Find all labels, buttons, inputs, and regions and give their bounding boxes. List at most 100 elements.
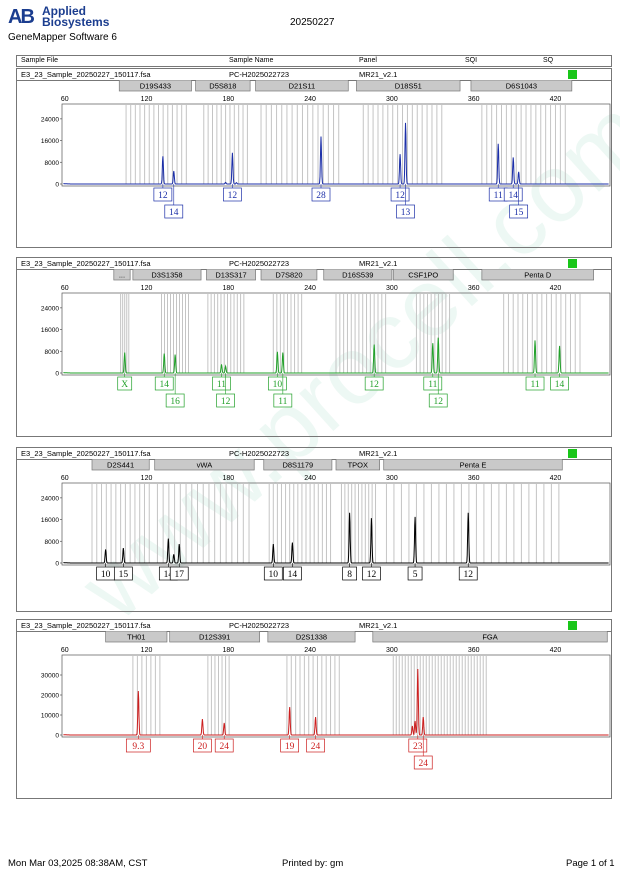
col-panel: Panel — [359, 57, 377, 64]
allele-label: 5 — [413, 570, 418, 580]
locus-box — [335, 459, 380, 471]
allele-call: 14 — [164, 184, 184, 219]
locus-label: D5S818 — [195, 80, 251, 92]
y-tick-label: 16000 — [41, 327, 59, 334]
x-tick-label: 120 — [141, 96, 153, 103]
locus-name: CSF1PO — [408, 271, 438, 280]
allele-call: 12 — [458, 563, 478, 581]
locus-box — [206, 269, 256, 281]
sample-name: PC-H2025022723 — [229, 259, 290, 268]
y-tick-label: 16000 — [41, 138, 59, 145]
locus-label: ... — [113, 269, 131, 281]
allele-box — [311, 187, 331, 202]
allele-box — [396, 204, 415, 219]
sizing-quality-indicator — [568, 70, 577, 79]
locus-label: CSF1PO — [392, 269, 454, 281]
locus-name: D5S818 — [209, 82, 236, 91]
locus-box — [195, 80, 251, 92]
page-number: Page 1 of 1 — [566, 858, 615, 869]
allele-call: X — [117, 373, 133, 391]
x-tick-label: 420 — [550, 647, 562, 654]
x-tick-label: 240 — [304, 647, 316, 654]
locus-box — [372, 631, 608, 643]
x-tick-label: 360 — [468, 475, 480, 482]
locus-name: FGA — [482, 633, 497, 642]
allele-call: 11 — [525, 373, 545, 391]
panel-name: MR21_v2.1 — [359, 259, 398, 268]
sample-file-name: E3_23_Sample_20250227_150117.fsa — [21, 70, 151, 79]
allele-label: 10 — [269, 570, 279, 580]
locus-label: D3S1358 — [132, 269, 202, 281]
brand-line-1: Applied — [42, 4, 86, 18]
allele-call: 15 — [113, 563, 133, 581]
allele-label: 28 — [316, 191, 326, 201]
x-tick-label: 300 — [386, 285, 398, 292]
allele-box — [263, 566, 283, 581]
allele-call: 23 — [408, 735, 428, 753]
panel-name: MR21_v2.1 — [359, 70, 398, 79]
allele-call: 14 — [503, 184, 523, 202]
locus-name: D21S11 — [289, 82, 316, 91]
locus-box — [470, 80, 573, 92]
allele-label: 23 — [413, 742, 423, 752]
allele-call: 11 — [212, 373, 231, 391]
allele-label: 8 — [347, 570, 352, 580]
allele-box — [214, 738, 234, 753]
allele-label: 12 — [158, 191, 168, 201]
locus-name: D3S1358 — [151, 271, 182, 280]
allele-box — [164, 204, 184, 219]
locus-label: Penta E — [383, 459, 563, 471]
locus-name: D12S391 — [199, 633, 230, 642]
locus-box — [481, 269, 594, 281]
column-header-row: Sample File Sample Name Panel SQI SQ — [16, 55, 612, 67]
allele-box — [525, 376, 545, 391]
y-tick-label: 8000 — [45, 349, 60, 356]
x-tick-label: 180 — [222, 647, 234, 654]
col-sqi: SQI — [465, 57, 478, 64]
allele-box — [364, 376, 384, 391]
allele-box — [169, 566, 189, 581]
allele-box — [509, 204, 529, 219]
locus-box — [267, 631, 356, 643]
allele-label: 20 — [198, 742, 208, 752]
locus-name: ... — [119, 271, 125, 280]
locus-label: D2S441 — [91, 459, 150, 471]
allele-call: 15 — [509, 184, 529, 219]
locus-name: D2S1338 — [296, 633, 327, 642]
allele-label: 12 — [463, 570, 473, 580]
x-tick-label: 240 — [304, 96, 316, 103]
locus-box — [263, 459, 333, 471]
y-tick-label: 0 — [55, 561, 59, 568]
locus-name: D13S317 — [215, 271, 246, 280]
locus-box — [154, 459, 255, 471]
electropherogram-2: ... D3S1358 D13S317 D7S820 D16S539 CSF1PO Pent… — [41, 269, 611, 408]
allele-box — [268, 376, 287, 391]
allele-box — [550, 376, 569, 391]
allele-call: 28 — [311, 184, 331, 202]
allele-call: 24 — [306, 735, 325, 753]
allele-box — [413, 755, 433, 770]
y-tick-label: 10000 — [41, 713, 59, 720]
allele-call: 20 — [193, 735, 212, 753]
locus-box — [132, 269, 202, 281]
locus-name: TPOX — [348, 461, 368, 470]
plot-frame — [61, 103, 611, 187]
printed-by: Printed by: gm — [282, 858, 344, 869]
allele-label: 14 — [508, 191, 518, 201]
logo-wordmark: Applied Biosystems — [42, 4, 109, 28]
allele-call: 10 — [96, 563, 115, 581]
allele-box — [503, 187, 523, 202]
locus-label: D7S820 — [260, 269, 318, 281]
plot-frame — [61, 292, 611, 376]
allele-label: 17 — [174, 570, 184, 580]
plot-frame — [61, 482, 611, 566]
allele-label: 12 — [367, 570, 377, 580]
x-tick-label: 300 — [386, 475, 398, 482]
allele-call: 14 — [154, 373, 174, 391]
allele-label: 11 — [494, 191, 503, 201]
locus-box — [118, 80, 192, 92]
locus-box — [255, 80, 349, 92]
col-sq: SQ — [543, 57, 554, 64]
allele-label: 14 — [164, 570, 174, 580]
allele-label: 15 — [119, 570, 129, 580]
